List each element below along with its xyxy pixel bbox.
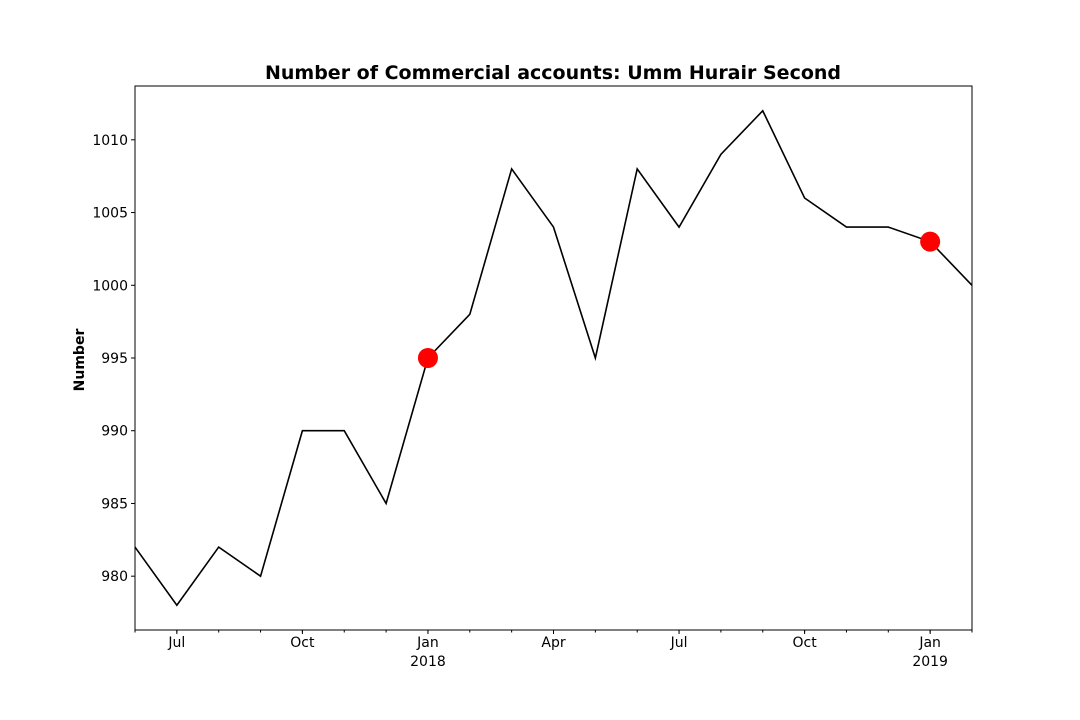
y-tick-label: 985 <box>101 496 128 512</box>
x-tick-label: Jan <box>416 635 439 651</box>
x-tick-label: Jan <box>918 635 941 651</box>
series-line <box>134 109 973 607</box>
x-tick-label: Apr <box>541 635 565 651</box>
y-tick-label: 1010 <box>92 133 128 149</box>
plot-area: 980 985 990 995 1000 1005 1010 Jul Oct Jan 2018 Apr… <box>92 109 973 670</box>
y-tick-label: 995 <box>101 351 128 367</box>
y-axis-label: Number <box>72 329 88 392</box>
chart-title: Number of Commercial accounts: Umm Hurai… <box>265 62 841 84</box>
highlight-marker <box>417 348 438 368</box>
x-tick-label: Oct <box>290 635 315 651</box>
y-tick-label: 1000 <box>92 278 128 294</box>
x-tick-year-label: 2018 <box>410 654 446 670</box>
x-tick-label: Oct <box>792 635 817 651</box>
y-tick-label: 980 <box>101 569 128 585</box>
plot-frame <box>134 85 973 631</box>
highlight-marker <box>920 231 941 252</box>
y-tick-label: 1005 <box>92 206 128 222</box>
y-tick-label: 990 <box>101 424 128 440</box>
x-tick-label: Jul <box>670 635 688 651</box>
x-tick-label: Jul <box>167 635 185 651</box>
x-tick-year-label: 2019 <box>912 654 948 670</box>
